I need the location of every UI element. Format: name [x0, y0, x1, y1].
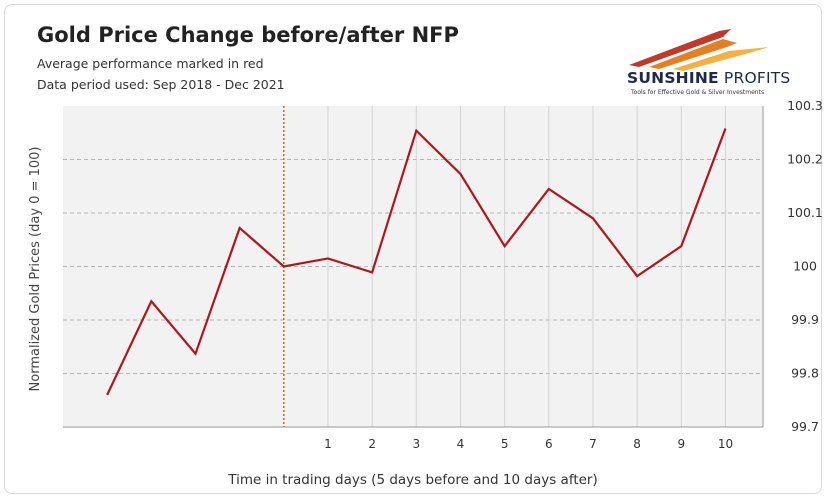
x-tick-label: 3 [412, 437, 420, 451]
x-tick-label: 8 [633, 437, 641, 451]
x-tick-label: 9 [677, 437, 685, 451]
y-tick-label: 100.1 [787, 205, 823, 220]
chart-subtitle-performance: Average performance marked in red [37, 56, 264, 71]
logo-brand-bold: SUNSHINE [627, 69, 719, 87]
x-tick-label: 7 [589, 437, 597, 451]
plot-area: 99.7 99.8 99.9 100 100.1 100.2 100.3 1 2 3 4 5 6 7 8 9 1… [63, 98, 823, 451]
sunshine-profits-logo: SUNSHINE PROFITS Tools for Effective Gol… [619, 27, 819, 103]
x-tick-label: 5 [501, 437, 509, 451]
logo-swoosh-icon [629, 29, 769, 71]
logo-brand-name: SUNSHINE PROFITS [627, 69, 790, 87]
chart-subtitle-period: Data period used: Sep 2018 - Dec 2021 [37, 77, 285, 92]
logo-tagline: Tools for Effective Gold & Silver Invest… [631, 89, 765, 96]
y-tick-label: 99.7 [791, 419, 819, 434]
x-tick-label: 1 [324, 437, 332, 451]
y-tick-label: 99.9 [791, 312, 819, 327]
x-tick-label: 4 [457, 437, 465, 451]
x-tick-label: 10 [718, 437, 733, 451]
x-tick-label: 2 [368, 437, 376, 451]
y-tick-label: 100 [793, 259, 817, 274]
y-tick-label: 100.3 [787, 98, 823, 113]
x-tick-label: 6 [545, 437, 553, 451]
y-tick-label: 100.2 [787, 152, 823, 167]
y-axis-title: Normalized Gold Prices (day 0 = 100) [28, 147, 43, 392]
x-axis-title: Time in trading days (5 days before and … [227, 472, 598, 488]
logo-brand-thin: PROFITS [718, 69, 791, 87]
y-tick-label: 99.8 [791, 366, 819, 381]
chart-title: Gold Price Change before/after NFP [37, 23, 459, 47]
